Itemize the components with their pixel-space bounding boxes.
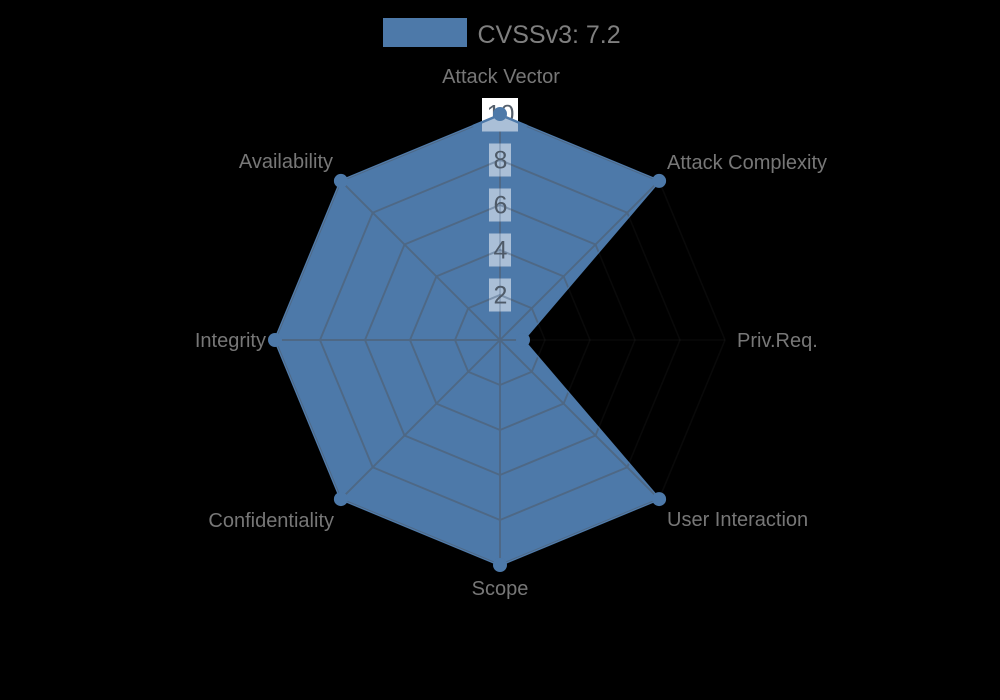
svg-text:Availability: Availability: [239, 151, 333, 173]
svg-text:Priv.Req.: Priv.Req.: [737, 330, 818, 352]
svg-text:User Interaction: User Interaction: [667, 509, 808, 531]
svg-text:Attack Vector: Attack Vector: [442, 66, 560, 88]
svg-text:Integrity: Integrity: [195, 330, 266, 352]
svg-text:Attack Complexity: Attack Complexity: [667, 152, 827, 174]
svg-text:Confidentiality: Confidentiality: [208, 510, 334, 532]
svg-text:2: 2: [494, 282, 508, 310]
svg-text:6: 6: [494, 192, 508, 220]
svg-text:CVSSv3: 7.2: CVSSv3: 7.2: [478, 21, 621, 49]
svg-text:4: 4: [494, 237, 508, 265]
svg-text:8: 8: [494, 147, 508, 175]
svg-text:Scope: Scope: [472, 578, 529, 600]
